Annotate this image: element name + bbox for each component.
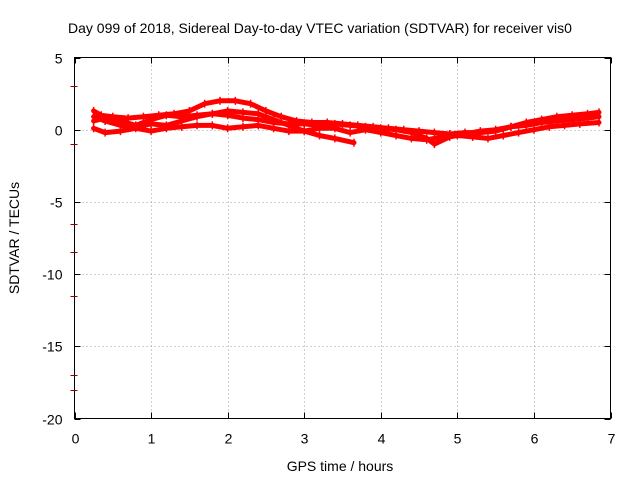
y-tick-label: 0 <box>55 123 63 139</box>
y-tick-label: 5 <box>55 51 63 67</box>
x-tick-label: 4 <box>378 431 386 447</box>
x-tick-label: 1 <box>148 431 156 447</box>
axis-ticks <box>70 57 612 420</box>
y-tick-label: -5 <box>50 195 63 211</box>
y-tick-label: -10 <box>42 267 62 283</box>
x-tick-label: 5 <box>454 431 462 447</box>
x-tick-label: 0 <box>72 431 80 447</box>
y-tick-label: -20 <box>42 412 62 428</box>
series-4 <box>91 106 357 147</box>
chart-title: Day 099 of 2018, Sidereal Day-to-day VTE… <box>68 20 572 36</box>
series-3 <box>91 118 602 144</box>
y-tick-label: -15 <box>42 339 62 355</box>
plot-border <box>74 57 611 419</box>
x-tick-label: 3 <box>301 431 309 447</box>
data-series <box>91 96 602 149</box>
x-tick-label: 2 <box>225 431 233 447</box>
series-line <box>91 120 602 143</box>
x-tick-label: 6 <box>531 431 539 447</box>
series-line <box>91 108 357 146</box>
y-axis-label: SDTVAR / TECUs <box>6 182 22 294</box>
x-tick-label: 7 <box>608 431 616 447</box>
tick-labels: 0 1 2 3 4 5 6 7 5 0 -5 -10 -15 -20 <box>42 51 615 447</box>
x-axis-label: GPS time / hours <box>287 458 394 474</box>
